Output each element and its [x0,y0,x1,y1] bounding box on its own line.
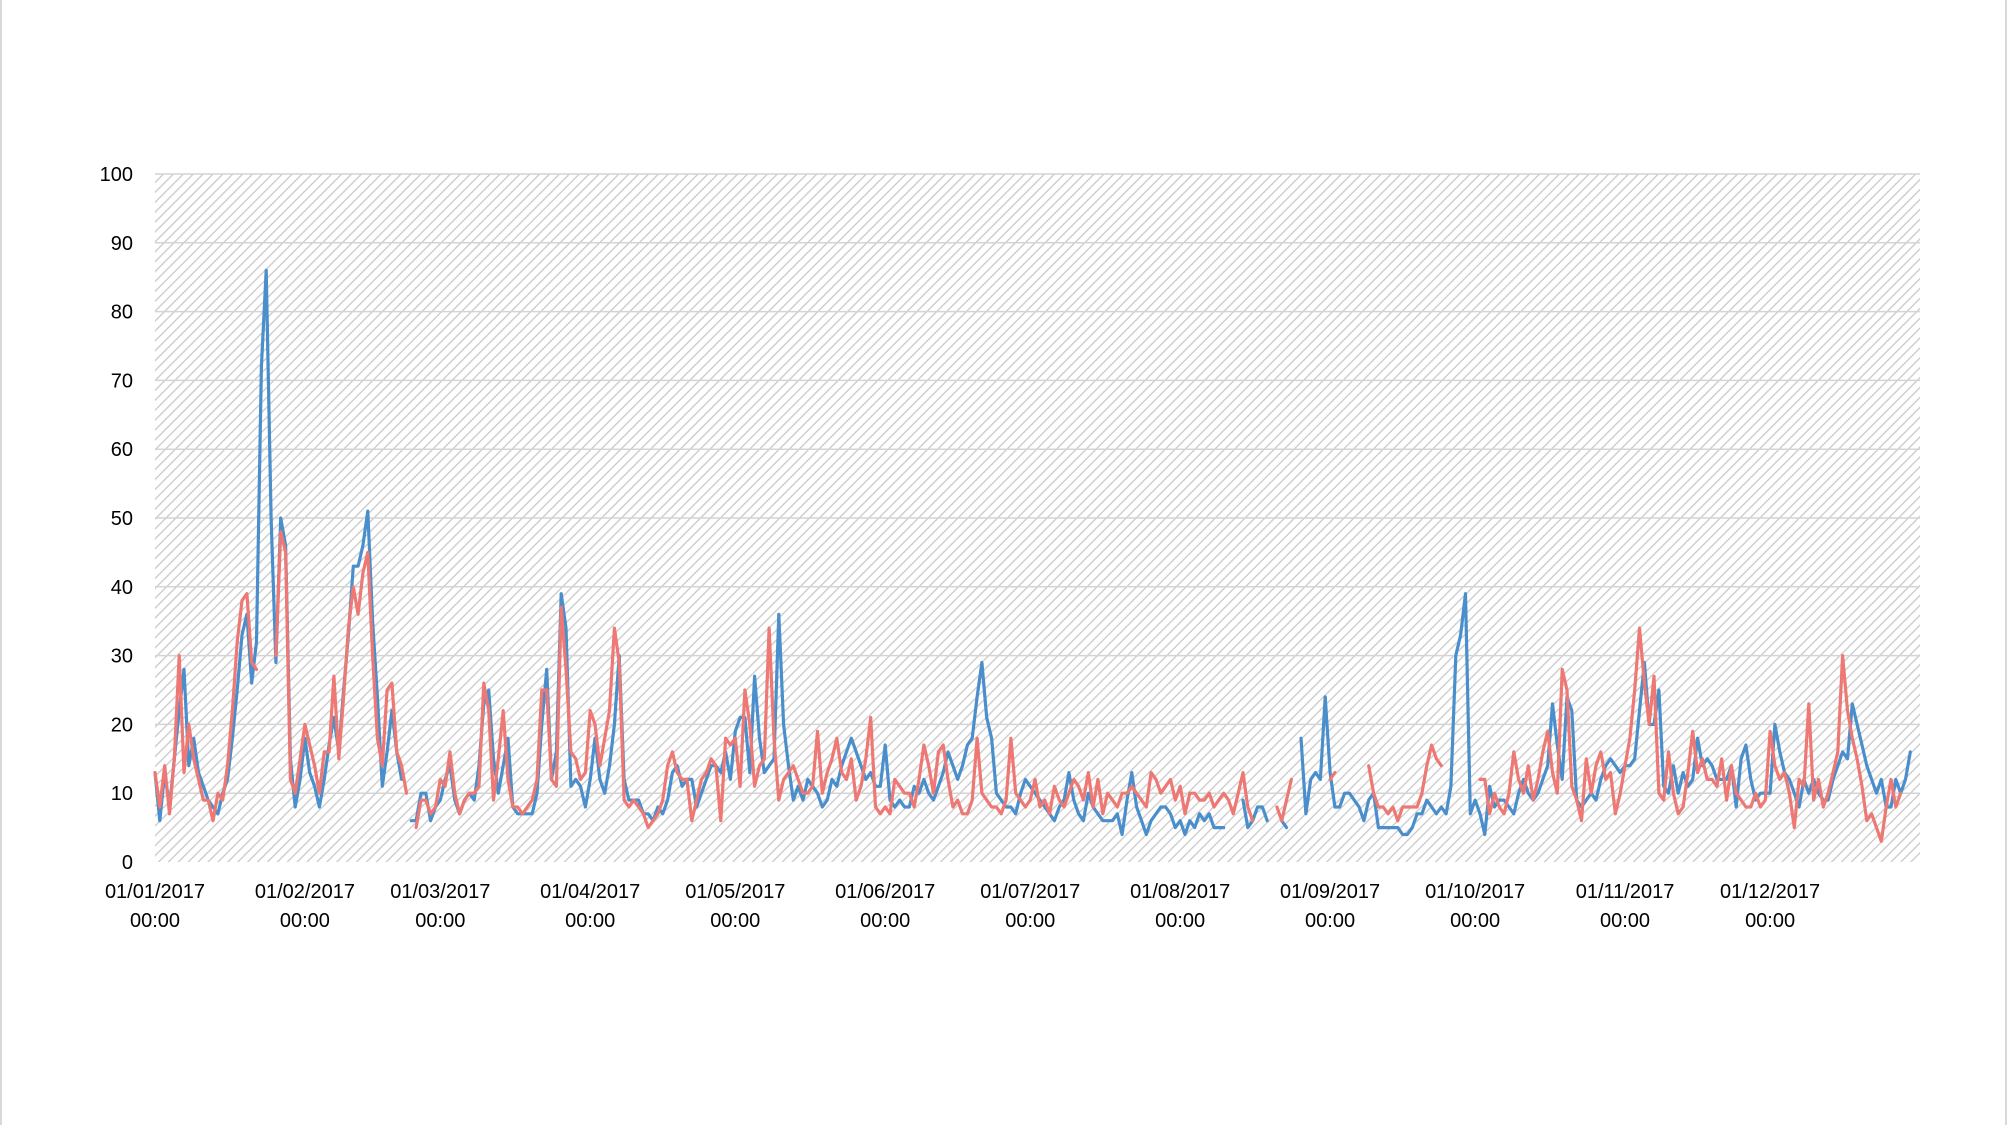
y-tick-label: 80 [111,302,133,324]
x-tick-label-time: 00:00 [1005,910,1055,932]
y-tick-label: 60 [111,439,133,461]
series-line-segment [409,592,1226,837]
series-line-segment [153,268,404,823]
y-tick-label: 0 [122,852,133,874]
series-line-segment [153,592,259,823]
y-tick-label: 20 [111,714,133,736]
x-tick-label-date: 01/08/2017 [1130,881,1230,903]
x-tick-label-date: 01/03/2017 [390,881,490,903]
y-tick-label: 30 [111,646,133,668]
x-tick-label-time: 00:00 [860,910,910,932]
x-tick-label-time: 00:00 [415,910,465,932]
x-tick-label-date: 01/04/2017 [540,881,640,903]
series-line-segment [1241,798,1269,830]
series-lines [153,268,1912,843]
y-tick-label: 90 [111,233,133,255]
y-tick-label: 10 [111,783,133,805]
series-line-segment [1275,777,1293,823]
y-axis-tick-labels: 0 10 20 30 40 50 60 70 80 90 100 [100,164,133,874]
gridlines [155,173,1920,794]
y-tick-label: 40 [111,577,133,599]
x-tick-label-time: 00:00 [130,910,180,932]
x-tick-label-time: 00:00 [1305,910,1355,932]
x-axis-tick-labels: 01/01/2017 00:00 01/02/2017 00:00 01/03/2017… [105,881,1820,932]
x-tick-label-time: 00:00 [1155,910,1205,932]
x-tick-label-date: 01/06/2017 [835,881,935,903]
y-tick-label: 100 [100,164,133,186]
x-tick-label-date: 01/10/2017 [1425,881,1525,903]
y-tick-label: 50 [111,508,133,530]
y-tick-label: 70 [111,370,133,392]
x-tick-label-date: 01/02/2017 [255,881,355,903]
x-tick-label-time: 00:00 [280,910,330,932]
x-tick-label-time: 00:00 [565,910,615,932]
series-line-segment [274,530,409,795]
x-tick-label-date: 01/09/2017 [1280,881,1380,903]
x-tick-label-date: 01/11/2017 [1576,881,1675,903]
x-tick-label-time: 00:00 [1450,910,1500,932]
series-2 [153,530,1903,843]
x-tick-label-date: 01/07/2017 [980,881,1080,903]
series-line-segment [1328,771,1337,781]
x-tick-label-time: 00:00 [1745,910,1795,932]
series-line-segment [1299,592,1912,837]
x-tick-label-date: 01/01/2017 [105,881,205,903]
x-tick-label-date: 01/12/2017 [1720,881,1820,903]
x-tick-label-date: 01/05/2017 [685,881,785,903]
x-tick-label-time: 00:00 [710,910,760,932]
x-tick-label-time: 00:00 [1600,910,1650,932]
series-line-segment [414,605,1255,830]
series-1 [153,268,1912,837]
series-line-segment [1367,743,1443,823]
series-line-segment [1478,626,1903,843]
